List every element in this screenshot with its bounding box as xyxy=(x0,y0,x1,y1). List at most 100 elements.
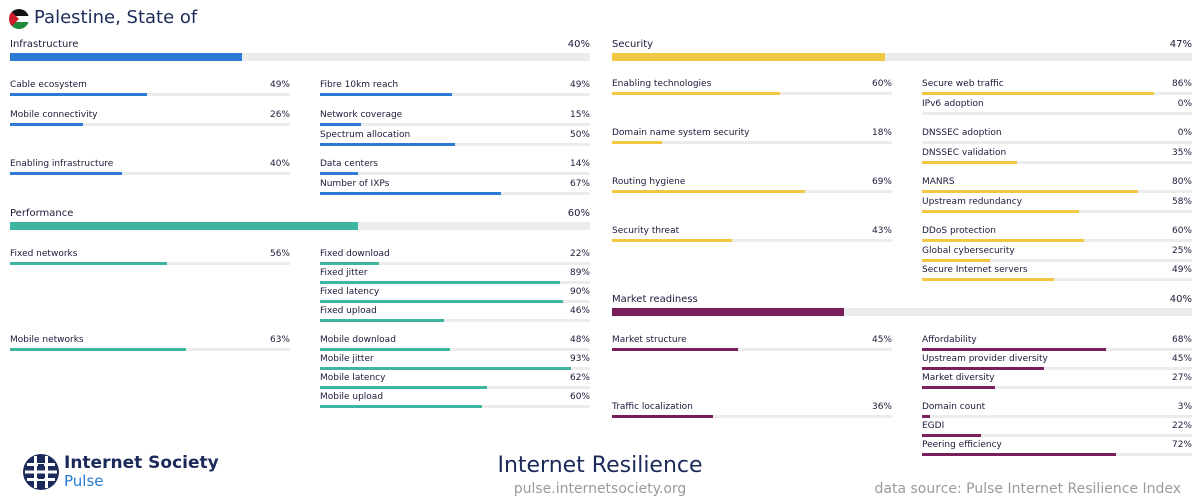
indicator-label-egdi: EGDI xyxy=(922,421,945,431)
group-value-security-threat: 43% xyxy=(871,226,892,236)
indicator-value-fixed-download: 22% xyxy=(569,249,590,259)
indicator-fixed-jitter-bar xyxy=(320,281,561,284)
pillar-market-bar xyxy=(612,308,844,316)
indicator-label-ipv6-adoption: IPv6 adoption xyxy=(922,99,984,109)
pillar-label-security: Security xyxy=(612,39,654,50)
indicator-data-centers-bar xyxy=(320,172,358,175)
indicator-market-diversity-track xyxy=(922,386,1192,389)
group-label-market-structure: Market structure xyxy=(612,335,687,345)
indicator-value-network-coverage: 15% xyxy=(569,110,590,120)
indicator-value-number-of-ixps: 67% xyxy=(569,179,590,189)
group-label-domain-name-system-security: Domain name system security xyxy=(612,128,750,138)
pillar-value-performance: 60% xyxy=(567,208,590,219)
indicator-label-mobile-latency: Mobile latency xyxy=(320,373,386,383)
indicator-global-cybersecurity-bar xyxy=(922,259,990,262)
indicator-fixed-latency-track xyxy=(320,300,590,303)
pillar-performance-track xyxy=(10,222,590,230)
indicator-label-affordability: Affordability xyxy=(922,335,977,345)
indicator-fixed-download-bar xyxy=(320,262,380,265)
indicator-value-spectrum-allocation: 50% xyxy=(569,130,590,140)
indicator-ddos-protection-bar xyxy=(922,239,1084,242)
indicator-upstream-provider-diversity-track xyxy=(922,367,1192,370)
indicator-secure-web-traffic-track xyxy=(922,92,1192,95)
indicator-label-secure-web-traffic: Secure web traffic xyxy=(922,79,1004,89)
indicator-mobile-jitter-bar xyxy=(320,367,572,370)
group-enabling-technologies-track xyxy=(612,92,892,95)
pillar-value-market: 40% xyxy=(1169,294,1192,305)
indicator-label-global-cybersecurity: Global cybersecurity xyxy=(922,246,1015,256)
indicator-fibre-10km-reach-track xyxy=(320,93,590,96)
group-cable-ecosystem-bar xyxy=(10,93,148,96)
group-fixed-networks-bar xyxy=(10,262,167,265)
indicator-fixed-download-track xyxy=(320,262,590,265)
indicator-mobile-upload-track xyxy=(320,405,590,408)
group-value-domain-name-system-security: 18% xyxy=(871,128,892,138)
group-value-market-structure: 45% xyxy=(871,335,892,345)
pillar-performance-bar xyxy=(10,222,358,230)
indicator-value-manrs: 80% xyxy=(1171,177,1192,187)
indicator-value-mobile-upload: 60% xyxy=(569,392,590,402)
group-label-mobile-connectivity: Mobile connectivity xyxy=(10,110,98,120)
indicator-value-fixed-upload: 46% xyxy=(569,306,590,316)
group-value-enabling-technologies: 60% xyxy=(871,79,892,89)
footer-product-name: Pulse xyxy=(64,472,104,490)
indicator-secure-internet-servers-track xyxy=(922,278,1192,281)
group-mobile-networks-track xyxy=(10,348,290,351)
indicator-label-spectrum-allocation: Spectrum allocation xyxy=(320,130,411,140)
indicator-value-affordability: 68% xyxy=(1171,335,1192,345)
indicator-label-fixed-upload: Fixed upload xyxy=(320,306,377,316)
indicator-value-mobile-download: 48% xyxy=(569,335,590,345)
group-mobile-connectivity-track xyxy=(10,123,290,126)
indicator-label-peering-efficiency: Peering efficiency xyxy=(922,440,1002,450)
indicator-value-fixed-jitter: 89% xyxy=(569,268,590,278)
indicator-affordability-track xyxy=(922,348,1192,351)
indicator-spectrum-allocation-track xyxy=(320,143,590,146)
indicator-value-domain-count: 3% xyxy=(1177,402,1192,412)
group-traffic-localization-bar xyxy=(612,415,713,418)
footer-data-source: data source: Pulse Internet Resilience I… xyxy=(874,481,1181,497)
group-label-routing-hygiene: Routing hygiene xyxy=(612,177,686,187)
indicator-value-fixed-latency: 90% xyxy=(569,287,590,297)
indicator-mobile-upload-bar xyxy=(320,405,482,408)
internet-society-globe-icon xyxy=(22,453,60,491)
indicator-label-secure-internet-servers: Secure Internet servers xyxy=(922,265,1028,275)
indicator-label-upstream-provider-diversity: Upstream provider diversity xyxy=(922,354,1048,364)
indicator-label-fixed-jitter: Fixed jitter xyxy=(320,268,368,278)
indicator-dnssec-validation-bar xyxy=(922,161,1017,164)
indicator-value-mobile-latency: 62% xyxy=(569,373,590,383)
group-value-mobile-connectivity: 26% xyxy=(269,110,290,120)
group-label-enabling-infrastructure: Enabling infrastructure xyxy=(10,159,114,169)
group-enabling-infrastructure-track xyxy=(10,172,290,175)
pillar-label-infrastructure: Infrastructure xyxy=(10,39,79,50)
indicator-ddos-protection-track xyxy=(922,239,1192,242)
group-cable-ecosystem-track xyxy=(10,93,290,96)
indicator-value-peering-efficiency: 72% xyxy=(1171,440,1192,450)
footer-report-title: Internet Resilience xyxy=(497,453,703,478)
indicator-mobile-latency-bar xyxy=(320,386,488,389)
pillar-infrastructure-bar xyxy=(10,53,242,61)
indicator-value-mobile-jitter: 93% xyxy=(569,354,590,364)
indicator-value-dnssec-adoption: 0% xyxy=(1177,128,1192,138)
group-routing-hygiene-bar xyxy=(612,190,806,193)
group-label-fixed-networks: Fixed networks xyxy=(10,249,78,259)
indicator-global-cybersecurity-track xyxy=(922,259,1192,262)
indicator-fixed-jitter-track xyxy=(320,281,590,284)
indicator-value-secure-internet-servers: 49% xyxy=(1171,265,1192,275)
indicator-upstream-redundancy-track xyxy=(922,210,1192,213)
indicator-label-network-coverage: Network coverage xyxy=(320,110,403,120)
indicator-egdi-bar xyxy=(922,434,982,437)
indicator-ipv6-adoption-track xyxy=(922,112,1192,115)
indicator-domain-count-track xyxy=(922,415,1192,418)
group-routing-hygiene-track xyxy=(612,190,892,193)
indicator-upstream-redundancy-bar xyxy=(922,210,1079,213)
group-label-enabling-technologies: Enabling technologies xyxy=(612,79,712,89)
indicator-value-global-cybersecurity: 25% xyxy=(1171,246,1192,256)
indicator-label-fixed-latency: Fixed latency xyxy=(320,287,380,297)
indicator-network-coverage-track xyxy=(320,123,590,126)
pillar-value-infrastructure: 40% xyxy=(567,39,590,50)
group-traffic-localization-track xyxy=(612,415,892,418)
indicator-mobile-jitter-track xyxy=(320,367,590,370)
group-domain-name-system-security-bar xyxy=(612,141,663,144)
indicator-value-upstream-redundancy: 58% xyxy=(1171,197,1192,207)
